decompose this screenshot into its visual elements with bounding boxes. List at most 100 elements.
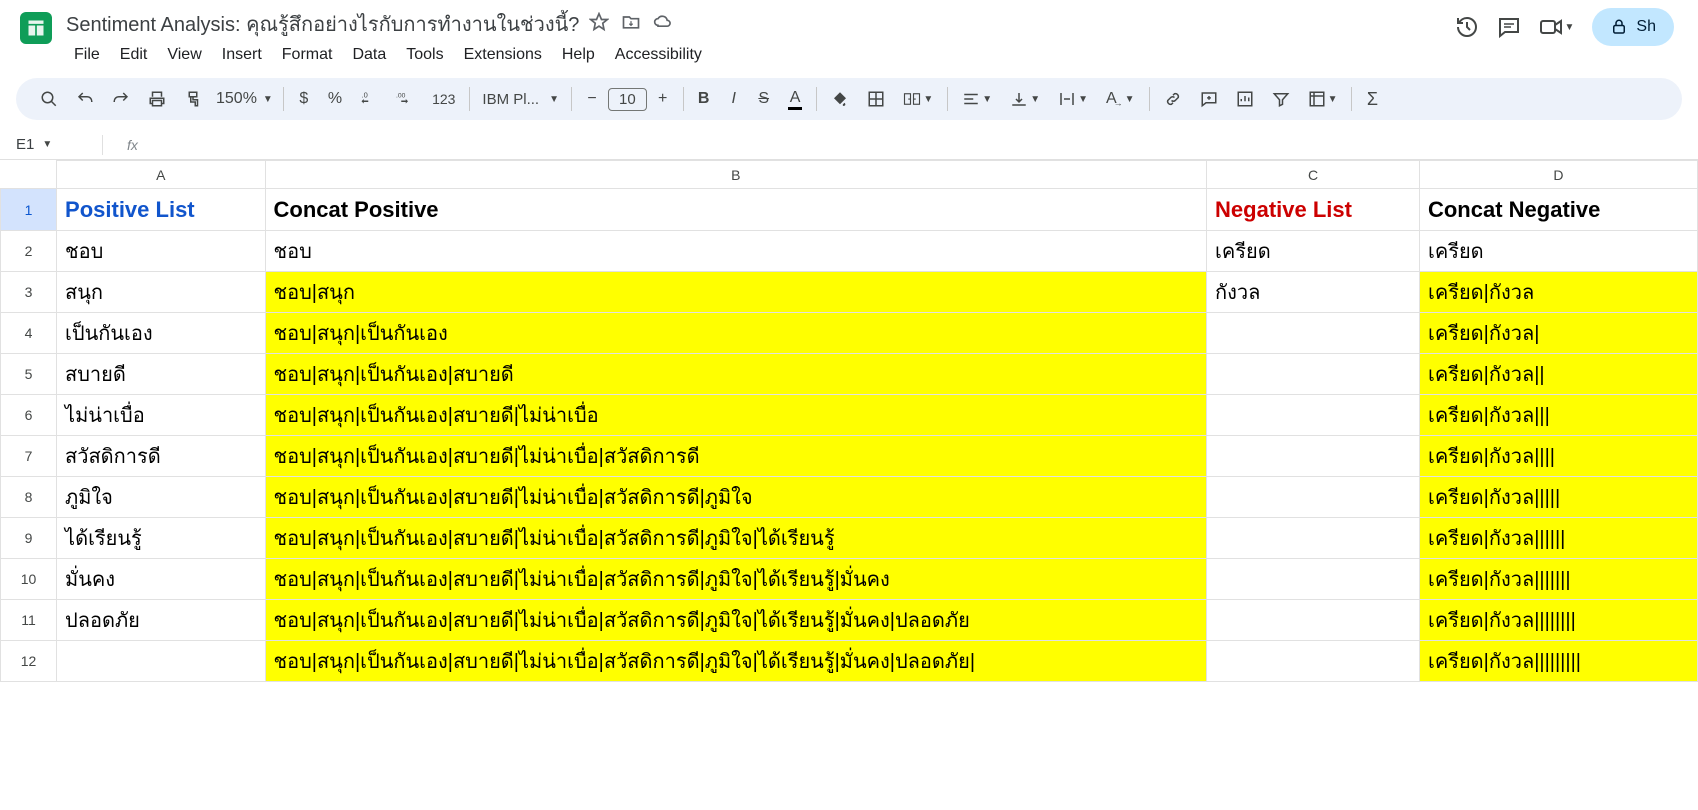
bold-icon[interactable]: B (690, 84, 718, 114)
cell-c6[interactable] (1207, 395, 1420, 436)
print-icon[interactable] (140, 84, 174, 114)
cell-d6[interactable]: เครียด|กังวล||| (1419, 395, 1697, 436)
sheets-logo[interactable] (16, 8, 56, 48)
cell-d4[interactable]: เครียด|กังวล| (1419, 313, 1697, 354)
zoom-select[interactable]: 150%▼ (212, 90, 277, 108)
menu-help[interactable]: Help (554, 42, 603, 68)
filter-icon[interactable] (1264, 84, 1298, 114)
menu-view[interactable]: View (159, 42, 209, 68)
row-header-2[interactable]: 2 (1, 231, 57, 272)
cell-b11[interactable]: ชอบ|สนุก|เป็นกันเอง|สบายดี|ไม่น่าเบื่อ|ส… (265, 600, 1207, 641)
italic-icon[interactable]: I (720, 84, 748, 114)
cell-a8[interactable]: ภูมิใจ (57, 477, 265, 518)
cell-d11[interactable]: เครียด|กังวล|||||||| (1419, 600, 1697, 641)
cell-a3[interactable]: สนุก (57, 272, 265, 313)
cell-d12[interactable]: เครียด|กังวล||||||||| (1419, 641, 1697, 682)
row-header-3[interactable]: 3 (1, 272, 57, 313)
increase-font-icon[interactable]: + (649, 84, 677, 114)
menu-accessibility[interactable]: Accessibility (607, 42, 710, 68)
redo-icon[interactable] (104, 84, 138, 114)
cell-d9[interactable]: เครียด|กังวล|||||| (1419, 518, 1697, 559)
menu-insert[interactable]: Insert (214, 42, 270, 68)
cell-a11[interactable]: ปลอดภัย (57, 600, 265, 641)
cell-a10[interactable]: มั่นคง (57, 559, 265, 600)
text-wrap-icon[interactable]: ▼ (1050, 84, 1096, 114)
text-color-icon[interactable]: A (780, 84, 811, 114)
move-icon[interactable] (621, 12, 641, 37)
percent-icon[interactable]: % (320, 84, 350, 114)
col-header-b[interactable]: B (265, 161, 1207, 189)
borders-icon[interactable] (859, 84, 893, 114)
cell-a5[interactable]: สบายดี (57, 354, 265, 395)
cell-c9[interactable] (1207, 518, 1420, 559)
cell-a12[interactable] (57, 641, 265, 682)
more-formats[interactable]: 123 (424, 84, 463, 114)
cell-b9[interactable]: ชอบ|สนุก|เป็นกันเอง|สบายดี|ไม่น่าเบื่อ|ส… (265, 518, 1207, 559)
search-icon[interactable] (32, 84, 66, 114)
comment-icon[interactable] (1497, 15, 1521, 39)
menu-tools[interactable]: Tools (398, 42, 451, 68)
cell-c7[interactable] (1207, 436, 1420, 477)
cell-c1[interactable]: Negative List (1207, 189, 1420, 231)
row-header-12[interactable]: 12 (1, 641, 57, 682)
star-icon[interactable] (589, 12, 609, 37)
cell-d5[interactable]: เครียด|กังวล|| (1419, 354, 1697, 395)
strikethrough-icon[interactable]: S (750, 84, 778, 114)
cell-a6[interactable]: ไม่น่าเบื่อ (57, 395, 265, 436)
insert-comment-icon[interactable] (1192, 84, 1226, 114)
cell-c12[interactable] (1207, 641, 1420, 682)
row-header-10[interactable]: 10 (1, 559, 57, 600)
cell-a7[interactable]: สวัสดิการดี (57, 436, 265, 477)
decrease-font-icon[interactable]: − (578, 84, 606, 114)
cell-d3[interactable]: เครียด|กังวล (1419, 272, 1697, 313)
cell-c2[interactable]: เครียด (1207, 231, 1420, 272)
decrease-decimal-icon[interactable]: .0 (352, 84, 386, 114)
cell-b7[interactable]: ชอบ|สนุก|เป็นกันเอง|สบายดี|ไม่น่าเบื่อ|ส… (265, 436, 1207, 477)
cell-b6[interactable]: ชอบ|สนุก|เป็นกันเอง|สบายดี|ไม่น่าเบื่อ (265, 395, 1207, 436)
cell-b3[interactable]: ชอบ|สนุก (265, 272, 1207, 313)
menu-file[interactable]: File (66, 42, 108, 68)
cell-d8[interactable]: เครียด|กังวล||||| (1419, 477, 1697, 518)
menu-edit[interactable]: Edit (112, 42, 156, 68)
col-header-d[interactable]: D (1419, 161, 1697, 189)
cell-d2[interactable]: เครียด (1419, 231, 1697, 272)
row-header-6[interactable]: 6 (1, 395, 57, 436)
col-header-c[interactable]: C (1207, 161, 1420, 189)
fill-color-icon[interactable] (823, 84, 857, 114)
insert-link-icon[interactable] (1156, 84, 1190, 114)
vertical-align-icon[interactable]: ▼ (1002, 84, 1048, 114)
cell-c11[interactable] (1207, 600, 1420, 641)
row-header-7[interactable]: 7 (1, 436, 57, 477)
row-header-11[interactable]: 11 (1, 600, 57, 641)
merge-cells-icon[interactable]: ▼ (895, 84, 941, 114)
menu-format[interactable]: Format (274, 42, 341, 68)
cell-b8[interactable]: ชอบ|สนุก|เป็นกันเอง|สบายดี|ไม่น่าเบื่อ|ส… (265, 477, 1207, 518)
cell-b1[interactable]: Concat Positive (265, 189, 1207, 231)
meet-icon[interactable]: ▼ (1539, 15, 1575, 39)
share-button[interactable]: Sh (1592, 8, 1674, 46)
cloud-icon[interactable] (653, 12, 673, 37)
cell-b10[interactable]: ชอบ|สนุก|เป็นกันเอง|สบายดี|ไม่น่าเบื่อ|ส… (265, 559, 1207, 600)
row-header-5[interactable]: 5 (1, 354, 57, 395)
undo-icon[interactable] (68, 84, 102, 114)
paint-format-icon[interactable] (176, 84, 210, 114)
functions-icon[interactable]: Σ (1358, 84, 1386, 114)
cell-c5[interactable] (1207, 354, 1420, 395)
row-header-4[interactable]: 4 (1, 313, 57, 354)
cell-a9[interactable]: ได้เรียนรู้ (57, 518, 265, 559)
name-box[interactable]: E1▼ (16, 136, 96, 153)
row-header-9[interactable]: 9 (1, 518, 57, 559)
font-family-select[interactable]: IBM Pl...▼ (476, 91, 565, 108)
col-header-a[interactable]: A (57, 161, 265, 189)
document-title[interactable]: Sentiment Analysis: คุณรู้สึกอย่างไรกับก… (66, 8, 579, 40)
horizontal-align-icon[interactable]: ▼ (954, 84, 1000, 114)
font-size-input[interactable]: 10 (608, 88, 647, 111)
cell-d10[interactable]: เครียด|กังวล||||||| (1419, 559, 1697, 600)
cell-a4[interactable]: เป็นกันเอง (57, 313, 265, 354)
filter-views-icon[interactable]: ▼ (1300, 84, 1346, 114)
cell-d7[interactable]: เครียด|กังวล|||| (1419, 436, 1697, 477)
cell-a1[interactable]: Positive List (57, 189, 265, 231)
currency-icon[interactable]: $ (290, 84, 318, 114)
select-all-corner[interactable] (1, 161, 57, 189)
cell-c3[interactable]: กังวล (1207, 272, 1420, 313)
